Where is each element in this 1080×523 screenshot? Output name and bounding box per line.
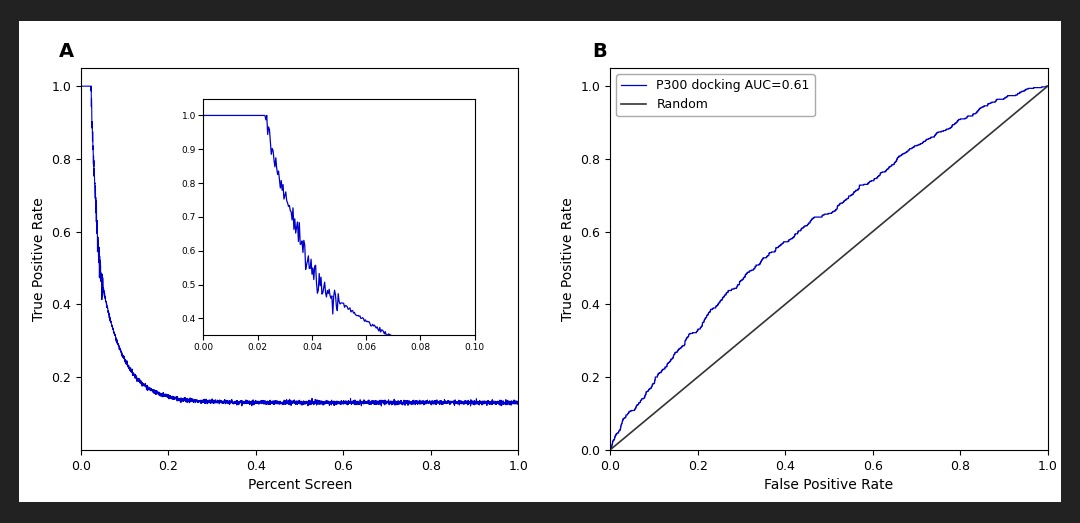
Legend: P300 docking AUC=0.61, Random: P300 docking AUC=0.61, Random: [617, 74, 814, 117]
Text: B: B: [592, 42, 607, 61]
Y-axis label: True Positive Rate: True Positive Rate: [31, 197, 45, 321]
Y-axis label: True Positive Rate: True Positive Rate: [561, 197, 575, 321]
P300 docking AUC=0.61: [804, 220, 816, 226]
P300 docking AUC=0.61: [604, 447, 617, 453]
Text: A: A: [59, 42, 75, 61]
P300 docking AUC=0.61: [1029, 85, 1042, 91]
P300 docking AUC=0.61: [754, 260, 767, 266]
P300 docking AUC=0.61: [886, 162, 899, 168]
P300 docking AUC=0.61: [846, 192, 859, 198]
Line: P300 docking AUC=0.61: P300 docking AUC=0.61: [610, 86, 1048, 450]
X-axis label: Percent Screen: Percent Screen: [247, 478, 352, 492]
P300 docking AUC=0.61: [1041, 83, 1054, 89]
P300 docking AUC=0.61: [664, 357, 677, 363]
X-axis label: False Positive Rate: False Positive Rate: [765, 478, 893, 492]
P300 docking AUC=0.61: [1040, 83, 1053, 89]
